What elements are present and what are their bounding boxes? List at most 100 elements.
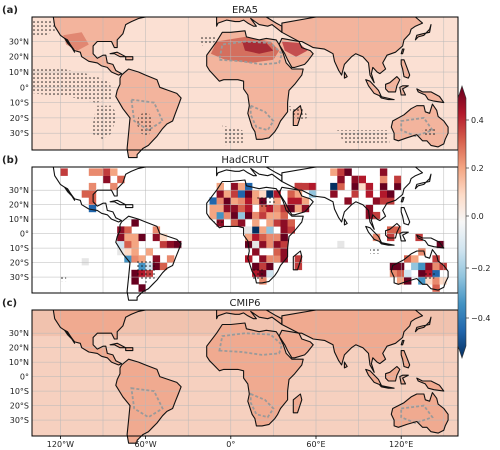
grid-cell [404,269,412,278]
grid-cell [103,168,111,176]
stippling [32,67,112,103]
coastline [206,322,304,427]
coastline [125,204,134,209]
stippling [60,277,67,282]
grid-cell [138,284,146,292]
land-fill [281,17,423,83]
map-hadcrut: 30°N 20°N 10°N 0° 10°S 20°S 30°S [9,166,459,301]
grid-cell [131,219,139,227]
grid-cell [418,269,426,278]
grid-cell [237,190,246,198]
latitude-label: 30°N [9,186,29,195]
grid-cell [436,240,445,249]
land-fill [401,59,410,79]
land-fill [125,56,133,60]
significance-contour [249,392,275,419]
coastline [399,85,409,96]
grid-cell [259,211,267,220]
land-fill [365,369,382,386]
grid-cell [259,277,267,285]
coastline [379,241,395,246]
grid-cell [252,262,260,271]
grid-cell [95,168,104,176]
grid-cell [301,204,310,213]
grid-cell [287,226,295,234]
grid-cell [117,248,125,256]
grid-cell [159,262,168,271]
grid-cell [237,219,246,227]
land-fill [281,167,423,230]
grid-cell [152,233,161,242]
grid-cell [152,262,161,271]
grid-cell [294,197,303,205]
coastline [292,393,303,414]
grid-cell [351,175,359,184]
grid-cell [432,277,440,285]
coastline [416,377,445,392]
stippling [422,271,436,280]
map-era5: 30°N 20°N 10°N 0° 10°S 20°S 30°S [9,16,459,159]
coastline [109,342,127,349]
latitude-label: 30°N [9,329,29,338]
grid-cell [273,211,281,220]
grid-cell [365,190,374,198]
land-fill [399,232,409,241]
grid-cell [308,190,317,198]
grid-cell [245,190,253,198]
grid-cell [372,211,381,220]
grid-cell [396,262,405,271]
land-fill [401,207,410,225]
coastline [390,249,449,291]
coastline [292,250,303,271]
grid-cell [138,233,146,242]
land-fill [125,347,133,351]
panel-title: ERA5 [232,5,258,16]
grid-cell [280,233,288,242]
coastline [400,350,411,369]
significance-contour [400,404,434,424]
colorbar-ticks: 0.4 0.2 0.0 −0.2 −0.4 [466,116,490,323]
grid-cell [418,248,426,256]
grid-cell [245,233,253,242]
grid-cell [439,262,447,271]
grid-cell [287,197,295,205]
grid-cell [117,226,125,234]
grid-cell [379,175,388,184]
grid-cell [387,226,395,234]
grid-cell [223,204,232,213]
grid-cell [252,219,260,227]
coastline [278,37,314,68]
grid-cell [294,255,303,263]
coastline [343,71,348,79]
grid-cell [394,182,402,191]
grid-cell [273,233,281,242]
coastline [390,103,449,148]
grid-cell [301,182,310,191]
panel-letter: (c) [2,298,17,309]
colorbar: 0.4 0.2 0.0 −0.2 −0.4 [457,85,490,359]
grid-cell [418,262,426,271]
stippling [199,36,217,46]
grid-cell [266,204,274,213]
latitude-label: 0° [20,83,29,92]
grid-cell [280,204,288,213]
grid-cell [152,255,161,263]
grid-cell [117,175,125,184]
coastline [343,361,348,369]
grid-cell [88,204,97,213]
stippling [91,105,118,140]
grid-cell [216,197,224,205]
grid-cell [344,197,352,205]
grid-cell [88,190,97,198]
coastline [115,358,182,444]
coastline [400,59,411,79]
grid-cell [252,226,260,234]
grid-cell [245,226,253,234]
grid-cell [372,197,381,205]
grid-cell [245,197,253,205]
grid-cell [379,168,388,176]
grid-cell [287,219,295,227]
stippling [137,111,155,137]
grid-cell [124,240,132,249]
grid-cell [358,175,366,184]
